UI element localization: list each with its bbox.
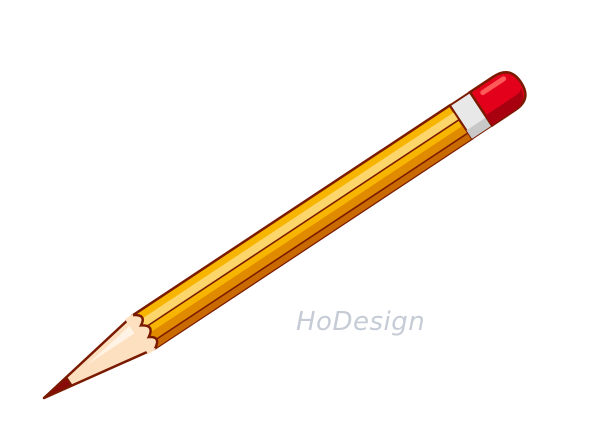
hodesign-watermark: HoDesign [296, 307, 425, 337]
pencil-body-light-stripe [137, 112, 460, 330]
pencil-body-edge-line [150, 132, 469, 344]
pencil-ferrule-shade [466, 117, 492, 139]
pencil-body-edge-line [141, 118, 460, 330]
pencil-eraser-shadow [485, 87, 523, 126]
pencil-graphite-tip [43, 376, 73, 399]
pencil-wood-highlight [87, 325, 136, 365]
pencil-body-dark-stripe [146, 125, 469, 343]
pencil-eraser-highlight [480, 76, 507, 96]
pencil-sharpened-outline [132, 313, 159, 349]
pencil-body-shadow [151, 132, 472, 349]
pencil-icon [42, 71, 527, 400]
